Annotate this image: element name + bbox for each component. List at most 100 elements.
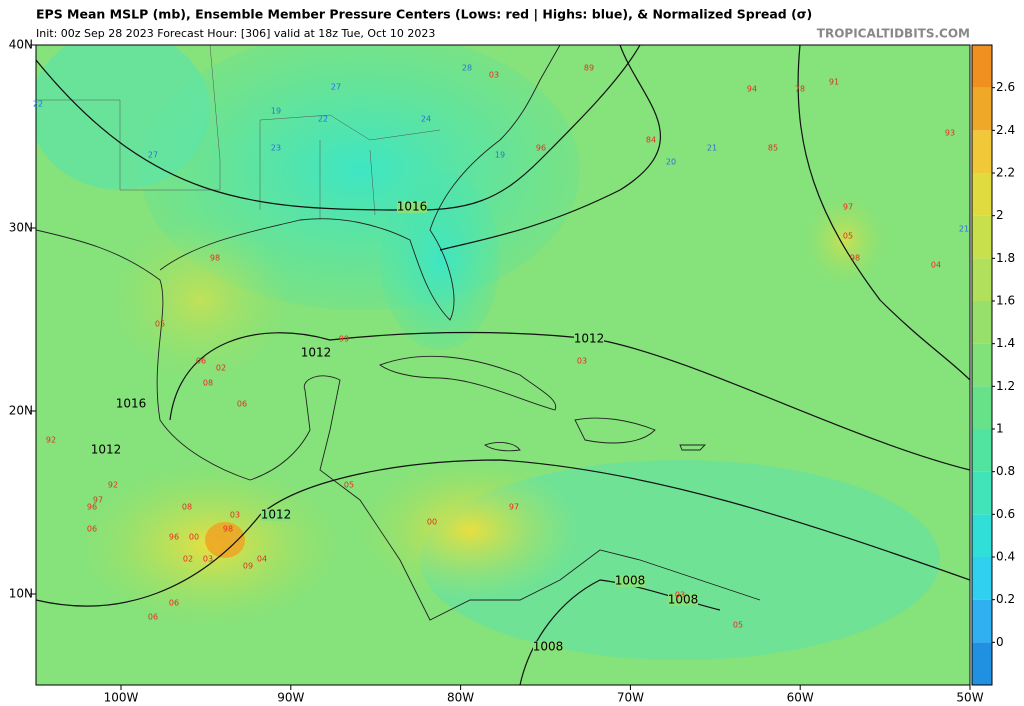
lon-label: 80W [447, 691, 474, 705]
pressure-center: 09 [243, 562, 253, 571]
high-spread [110, 220, 290, 380]
lon-label: 60W [787, 691, 814, 705]
lon-label: 50W [956, 691, 983, 705]
pressure-center: 92 [46, 436, 56, 445]
contour-label: 1012 [574, 332, 605, 346]
pressure-center: 98 [210, 254, 220, 263]
contour-label-bg [397, 201, 427, 213]
lat-label: 10N [9, 587, 33, 601]
pressure-center: 03 [230, 511, 240, 520]
colorbar-label: 1 [996, 422, 1004, 436]
colorbar-label: 2 [996, 208, 1004, 222]
title: EPS Mean MSLP (mb), Ensemble Member Pres… [36, 7, 812, 22]
pressure-center: 20 [666, 158, 676, 167]
colorbar-label: 1.2 [996, 379, 1015, 393]
pressure-center: 97 [843, 203, 853, 212]
map-area [36, 45, 970, 685]
pressure-center: 08 [203, 379, 213, 388]
pressure-center: 00 [189, 533, 199, 542]
colorbar-label: 2.4 [996, 123, 1015, 137]
pressure-center: 97 [93, 496, 103, 505]
pressure-center: 04 [257, 555, 267, 564]
colorbar-segment [972, 87, 992, 131]
pressure-center: 96 [87, 503, 97, 512]
colorbar-label: 0.8 [996, 464, 1015, 478]
pressure-center: 03 [577, 357, 587, 366]
colorbar-label: 1.6 [996, 294, 1015, 308]
pressure-center: 24 [421, 115, 431, 124]
colorbar-segment [972, 429, 992, 472]
contour-label-bg [574, 333, 604, 345]
pressure-center: 89 [584, 64, 594, 73]
pressure-center: 93 [945, 129, 955, 138]
pressure-center: 78 [795, 85, 805, 94]
pressure-center: 21 [707, 144, 717, 153]
pressure-center: 04 [931, 261, 941, 270]
pressure-center: 05 [733, 621, 743, 630]
high-spread [205, 522, 245, 558]
lon-label: 70W [617, 691, 644, 705]
pressure-center: 97 [509, 503, 519, 512]
pressure-center: 02 [216, 364, 226, 373]
contour-label-bg [301, 347, 331, 359]
lat-label: 40N [9, 38, 33, 52]
low-spread [36, 45, 210, 190]
contour-label-bg [91, 444, 121, 456]
pressure-center: 98 [223, 525, 233, 534]
colorbar-segment [972, 343, 992, 387]
contour-label: 1016 [397, 200, 428, 214]
lat-label: 20N [9, 404, 33, 418]
pressure-center: 96 [169, 533, 179, 542]
pressure-center: 94 [747, 85, 757, 94]
pressure-center: 06 [237, 400, 247, 409]
high-spread [360, 460, 580, 600]
pressure-center: 05 [344, 481, 354, 490]
pressure-center: 85 [768, 144, 778, 153]
contour-label-bg [261, 509, 291, 521]
pressure-center: 19 [495, 151, 505, 160]
colorbar-segment [972, 471, 992, 515]
colorbar-segment [972, 599, 992, 643]
pressure-center: 27 [331, 83, 341, 92]
pressure-center: 05 [843, 232, 853, 241]
contour-label-bg [116, 398, 146, 410]
lat-label: 30N [9, 221, 33, 235]
pressure-center: 84 [646, 136, 656, 145]
colorbar-label: 0.6 [996, 507, 1015, 521]
colorbar-segment [972, 173, 992, 216]
pressure-center: 08 [182, 503, 192, 512]
high-spread [805, 195, 885, 285]
colorbar-label: 1.8 [996, 251, 1015, 265]
subtitle: Init: 00z Sep 28 2023 Forecast Hour: [30… [36, 27, 435, 40]
colorbar-segment [972, 301, 992, 344]
pressure-center: 22 [318, 115, 328, 124]
borders [36, 45, 441, 220]
pressure-center: 06 [87, 525, 97, 534]
pressure-center: 19 [271, 107, 281, 116]
pressure-center: 05 [155, 320, 165, 329]
colorbar-segment [972, 386, 992, 429]
pressure-center: 03 [675, 591, 685, 600]
pressure-center: 03 [203, 555, 213, 564]
lon-label: 100W [104, 691, 139, 705]
pressure-center: 96 [536, 144, 546, 153]
pressure-center: 06 [169, 599, 179, 608]
colorbar-frame [971, 44, 993, 686]
colorbar-segment [972, 130, 992, 173]
pressure-center: 06 [196, 357, 206, 366]
pressure-center: 02 [183, 555, 193, 564]
colorbar-label: 0.2 [996, 592, 1015, 606]
pressure-center: 28 [462, 64, 472, 73]
coastlines [36, 45, 761, 621]
map-frame [35, 44, 971, 686]
pressure-center: 06 [148, 613, 158, 622]
lon-label: 90W [277, 691, 304, 705]
pressure-center: 27 [148, 151, 158, 160]
low-spread [380, 170, 500, 350]
pressure-center: 92 [108, 481, 118, 490]
pressure-center: 91 [829, 78, 839, 87]
source: TROPICALTIDBITS.COM [817, 27, 970, 41]
contour-label: 1016 [116, 397, 147, 411]
colorbar-label: 2.2 [996, 166, 1015, 180]
